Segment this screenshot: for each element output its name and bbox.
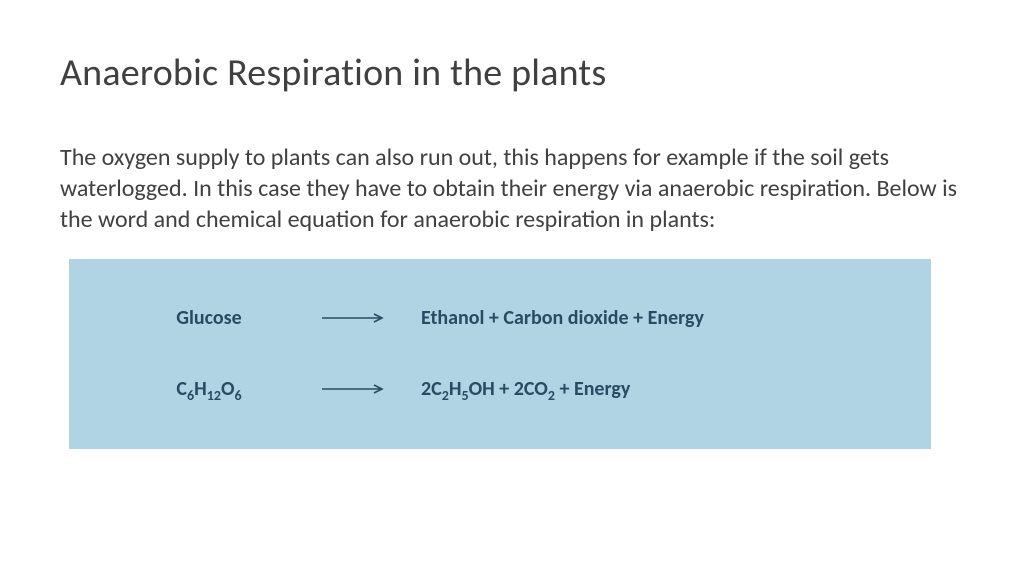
word-equation-row: Glucose Ethanol + Carbon dioxide + Energ… xyxy=(109,306,891,330)
arrow-icon xyxy=(319,384,389,394)
word-eq-reactant: Glucose xyxy=(109,306,319,330)
slide-body-text: The oxygen supply to plants can also run… xyxy=(60,142,964,236)
chem-eq-products: 2C2H5OH + 2CO2 + Energy xyxy=(389,377,630,401)
arrow-icon xyxy=(319,313,389,323)
word-eq-products: Ethanol + Carbon dioxide + Energy xyxy=(389,306,704,330)
chem-eq-reactant: C6H12O6 xyxy=(109,377,319,401)
slide-title: Anaerobic Respiration in the plants xyxy=(60,50,964,96)
chemical-equation-row: C6H12O6 2C2H5OH + 2CO2 + Energy xyxy=(109,377,891,401)
equation-box: Glucose Ethanol + Carbon dioxide + Energ… xyxy=(68,258,932,450)
slide: Anaerobic Respiration in the plants The … xyxy=(0,0,1024,574)
